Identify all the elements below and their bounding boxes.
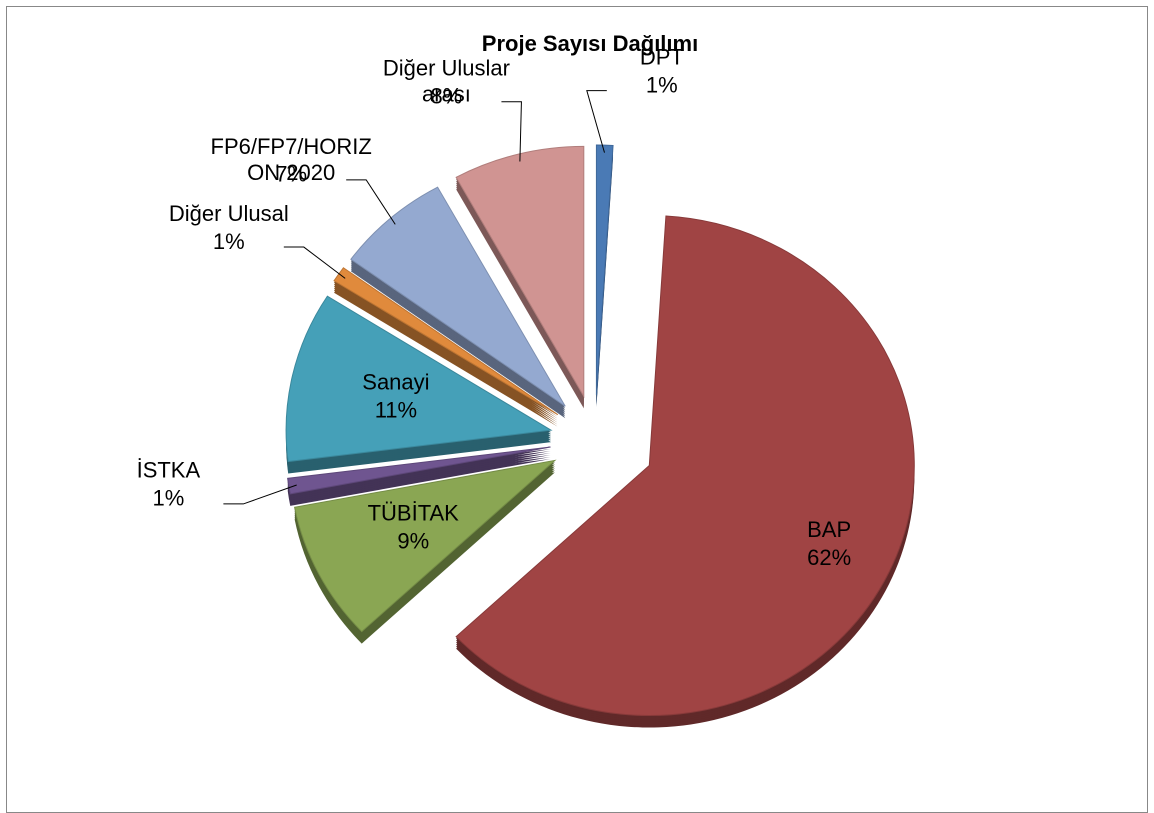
leader-line bbox=[346, 179, 396, 225]
slice bbox=[455, 145, 585, 399]
leader-line bbox=[586, 90, 607, 153]
slice-side bbox=[287, 449, 551, 496]
slice-label: TÜBİTAK bbox=[368, 500, 460, 525]
slice-value-label: 62% bbox=[807, 545, 851, 570]
slice-label: Sanayi bbox=[362, 369, 429, 394]
slice-value-label: 8% bbox=[431, 84, 463, 109]
leader-line bbox=[223, 484, 297, 505]
slice-value-label: 7% bbox=[275, 162, 307, 187]
slice-label: BAP bbox=[807, 517, 851, 542]
slice-label: DPT bbox=[640, 44, 684, 69]
slice-value-label: 9% bbox=[397, 528, 429, 553]
leader-line bbox=[501, 101, 522, 162]
slice-label: FP6/FP7/HORIZ ON 2020 bbox=[211, 134, 372, 185]
slice bbox=[333, 267, 559, 416]
slice-label: İSTKA bbox=[137, 458, 201, 483]
chart-title: Proje Sayısı Dağılımı bbox=[482, 31, 698, 56]
slice-value-label: 1% bbox=[213, 229, 245, 254]
slice-value-label: 1% bbox=[152, 486, 184, 511]
slice bbox=[350, 186, 566, 407]
slice-side bbox=[287, 451, 551, 498]
slice bbox=[455, 215, 915, 717]
slice-label: Diğer Ulusal bbox=[169, 201, 289, 226]
slice-value-label: 1% bbox=[646, 72, 678, 97]
slice-side bbox=[287, 455, 551, 502]
leader-line bbox=[283, 246, 346, 279]
slice bbox=[285, 295, 553, 463]
slice bbox=[294, 459, 557, 633]
slice bbox=[287, 446, 551, 495]
slice-side bbox=[287, 459, 551, 506]
slice-side bbox=[287, 453, 551, 500]
slice bbox=[595, 144, 614, 396]
slice-value-label: 11% bbox=[375, 397, 417, 422]
slice-label: Diğer Uluslar arası bbox=[383, 56, 510, 107]
slice-side bbox=[287, 457, 551, 504]
